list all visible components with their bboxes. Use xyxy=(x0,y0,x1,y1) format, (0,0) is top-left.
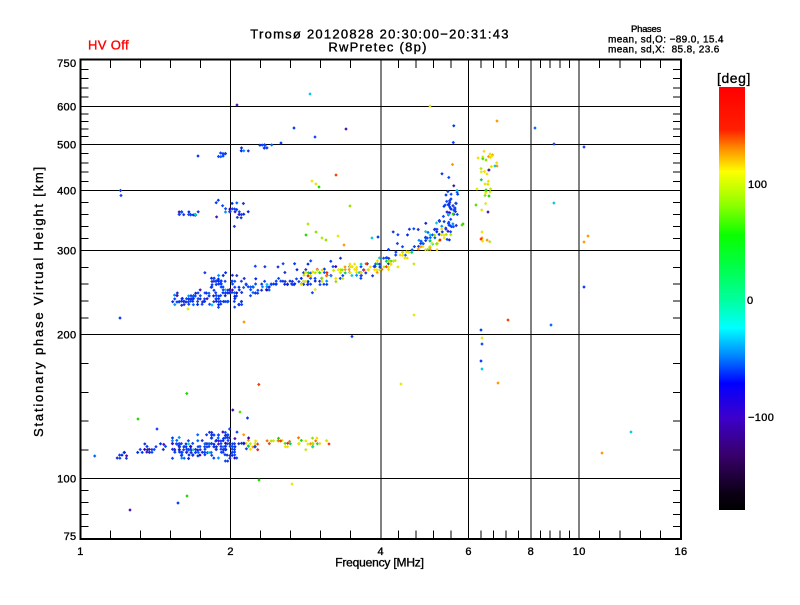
svg-text:Phases: Phases xyxy=(631,24,661,35)
svg-text:100: 100 xyxy=(57,474,76,486)
svg-text:0: 0 xyxy=(747,295,753,307)
svg-text:750: 750 xyxy=(57,58,76,70)
svg-text:Frequency [MHz]: Frequency [MHz] xyxy=(335,556,424,570)
svg-text:6: 6 xyxy=(465,546,471,558)
svg-text:Stationary phase Virtual Heigh: Stationary phase Virtual Height [km] xyxy=(31,165,46,437)
svg-text:16: 16 xyxy=(675,546,688,558)
svg-text:2: 2 xyxy=(227,546,233,558)
svg-text:1: 1 xyxy=(77,546,83,558)
svg-text:8: 8 xyxy=(528,546,534,558)
svg-text:RwPretec (8p): RwPretec (8p) xyxy=(328,39,427,54)
svg-text:100: 100 xyxy=(748,179,767,191)
svg-text:HV Off: HV Off xyxy=(88,38,129,53)
svg-text:500: 500 xyxy=(57,139,76,151)
svg-text:−100: −100 xyxy=(748,412,774,424)
svg-text:Tromsø 20120828 20:30:00−20:31: Tromsø 20120828 20:30:00−20:31:43 xyxy=(250,27,509,42)
svg-text:4: 4 xyxy=(378,546,384,558)
svg-text:mean, sd,X: 85.8, 23.6: mean, sd,X: 85.8, 23.6 xyxy=(608,45,720,56)
svg-text:600: 600 xyxy=(57,101,76,113)
svg-text:200: 200 xyxy=(57,330,76,342)
svg-text:10: 10 xyxy=(573,546,586,558)
svg-text:300: 300 xyxy=(57,245,76,257)
svg-text:400: 400 xyxy=(57,186,76,198)
svg-text:75: 75 xyxy=(64,531,77,543)
svg-text:[deg]: [deg] xyxy=(717,70,751,86)
svg-text:mean, sd,O: −89.0, 15.4: mean, sd,O: −89.0, 15.4 xyxy=(608,35,724,46)
